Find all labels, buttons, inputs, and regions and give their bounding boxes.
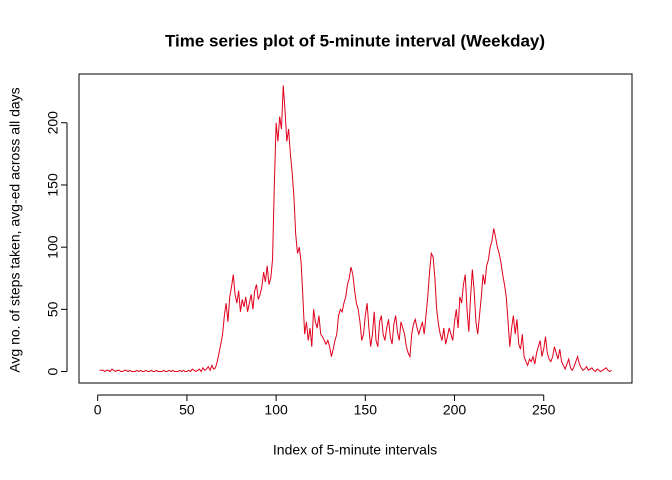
y-tick-label: 100	[45, 235, 61, 259]
data-line	[99, 85, 612, 373]
chart-title: Time series plot of 5-minute interval (W…	[165, 31, 545, 50]
x-axis-label: Index of 5-minute intervals	[273, 442, 437, 458]
y-tick-label: 0	[45, 367, 61, 375]
y-tick-label: 200	[45, 111, 61, 135]
x-tick-label: 50	[179, 402, 195, 418]
x-tick-label: 250	[532, 402, 556, 418]
y-axis-label: Avg no. of steps taken, avg-ed across al…	[7, 87, 23, 372]
y-tick-label: 150	[45, 173, 61, 197]
x-tick-label: 200	[443, 402, 467, 418]
x-tick-label: 100	[264, 402, 288, 418]
x-tick-label: 0	[94, 402, 102, 418]
x-tick-label: 150	[354, 402, 378, 418]
y-tick-label: 50	[45, 301, 61, 317]
plot-box	[78, 73, 633, 384]
